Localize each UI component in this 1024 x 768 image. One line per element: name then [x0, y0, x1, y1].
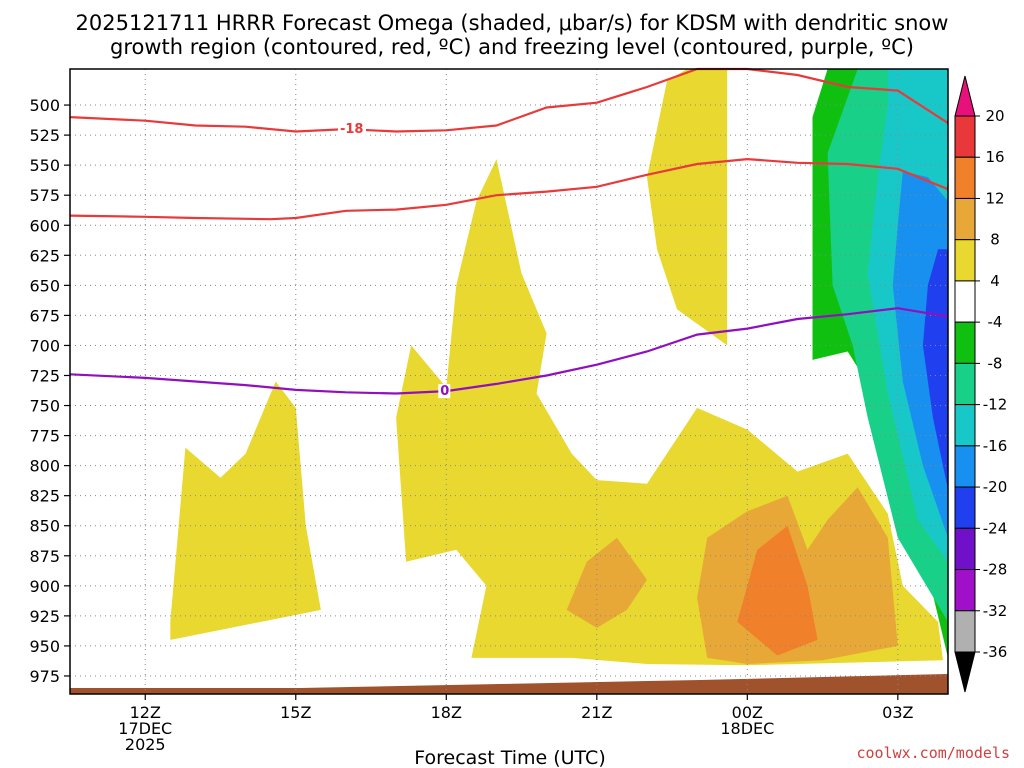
chart-title-line1: 2025121711 HRRR Forecast Omega (shaded, … — [76, 11, 949, 35]
y-tick-label-750: 750 — [29, 397, 60, 416]
colorbar-top-arrow — [954, 75, 976, 117]
plot-frame — [69, 68, 949, 695]
omega-field-2 — [647, 69, 728, 346]
colorbar-label-10: -24 — [983, 519, 1008, 537]
contour-label-bg-0C — [438, 384, 451, 399]
y-tick-label-600: 600 — [29, 216, 60, 235]
colorbar-label-1: 16 — [985, 148, 1004, 166]
omega-field-1 — [396, 159, 944, 666]
contour-label-0C: 0 — [440, 384, 449, 399]
colorbar-box-13 — [954, 610, 976, 653]
omega-shaded-fields — [170, 69, 948, 666]
pressure-axis: 500 525 550 575 600 625 650 675 700 725 750 775 800 8… — [29, 96, 70, 686]
y-tick-label-775: 775 — [29, 427, 60, 446]
y-tick-label-975: 975 — [29, 667, 60, 686]
colorbar-box-2 — [954, 156, 976, 199]
colorbar-label-11: -28 — [983, 561, 1008, 579]
contour-label--18C: -18 — [340, 122, 364, 137]
y-tick-label-650: 650 — [29, 276, 60, 295]
colorbar-label-5: -4 — [988, 313, 1003, 331]
omega-field-3 — [566, 537, 647, 628]
colorbar-box-1 — [954, 115, 976, 158]
y-tick-label-900: 900 — [29, 577, 60, 596]
colorbar-label-3: 8 — [990, 231, 1000, 249]
y-tick-label-625: 625 — [29, 246, 60, 265]
colorbar: 20 16 12 8 4 -4 -8 -12 -16 -20 -24 -28 -32 -36 — [954, 75, 1008, 693]
contour--18C — [69, 67, 949, 133]
x-tick-label-03Z-1: 03Z — [882, 703, 913, 722]
y-tick-label-500: 500 — [29, 96, 60, 115]
y-tick-label-875: 875 — [29, 547, 60, 566]
colorbar-label-7: -12 — [983, 396, 1008, 414]
y-tick-label-950: 950 — [29, 637, 60, 656]
y-tick-label-525: 525 — [29, 126, 60, 145]
colorbar-label-4: 4 — [990, 272, 1000, 290]
x-axis-label: Forecast Time (UTC) — [414, 747, 605, 768]
colorbar-box-9 — [954, 445, 976, 488]
colorbar-box-8 — [954, 404, 976, 447]
colorbar-label-13: -36 — [983, 643, 1008, 661]
y-tick-label-800: 800 — [29, 457, 60, 476]
omega-field-10 — [922, 249, 948, 490]
contour--12C — [69, 157, 949, 221]
colorbar-bottom-arrow — [954, 651, 976, 693]
x-tick-label-00Z-1: 00Z — [732, 703, 763, 722]
colorbar-box-6 — [954, 321, 976, 364]
y-tick-label-550: 550 — [29, 156, 60, 175]
colorbar-box-7 — [954, 362, 976, 406]
y-tick-label-675: 675 — [29, 306, 60, 325]
colorbar-label-2: 12 — [985, 189, 1004, 207]
contour-label-bg--18C — [337, 122, 366, 137]
omega-field-5 — [737, 525, 818, 656]
colorbar-label-0: 20 — [985, 107, 1004, 125]
x-tick-label-12Z-2: 17DEC — [118, 719, 172, 738]
colorbar-label-8: -16 — [983, 437, 1008, 455]
x-tick-label-18Z-1: 18Z — [431, 703, 462, 722]
colorbar-box-10 — [954, 486, 976, 529]
omega-field-0 — [170, 381, 321, 640]
site-credit: coolwx.com/models — [856, 744, 1010, 762]
x-tick-label-00Z-2: 18DEC — [720, 719, 774, 738]
y-tick-label-825: 825 — [29, 487, 60, 506]
colorbar-box-11 — [954, 527, 976, 571]
y-tick-label-850: 850 — [29, 517, 60, 536]
y-tick-label-725: 725 — [29, 366, 60, 385]
contour-0C — [69, 307, 949, 395]
chart-title-line2: growth region (contoured, red, ºC) and f… — [110, 35, 914, 59]
colorbar-label-6: -8 — [988, 354, 1003, 372]
colorbar-box-12 — [954, 569, 976, 612]
grid-lines — [70, 69, 948, 694]
x-tick-label-15Z-1: 15Z — [280, 703, 311, 722]
y-tick-label-575: 575 — [29, 186, 60, 205]
y-tick-label-700: 700 — [29, 336, 60, 355]
x-tick-label-12Z-1: 12Z — [130, 703, 161, 722]
colorbar-box-5 — [954, 280, 976, 323]
terrain-strip — [70, 674, 948, 694]
colorbar-box-4 — [954, 239, 976, 282]
colorbar-label-12: -32 — [983, 602, 1008, 620]
x-tick-label-12Z-3: 2025 — [125, 735, 166, 754]
colorbar-box-3 — [954, 197, 976, 241]
x-tick-label-21Z-1: 21Z — [581, 703, 612, 722]
y-tick-label-925: 925 — [29, 607, 60, 626]
temperature-contours: -18 0 — [69, 67, 949, 399]
colorbar-label-9: -20 — [983, 478, 1008, 496]
